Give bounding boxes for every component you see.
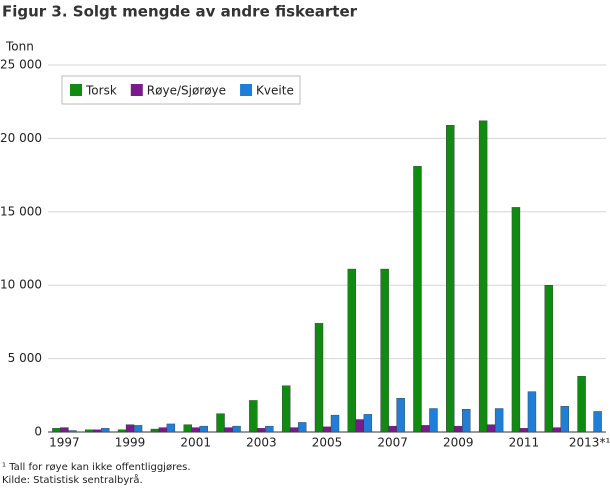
bar: [421, 425, 430, 433]
x-tick-label: 2007: [377, 436, 408, 450]
bar: [413, 166, 422, 433]
bar: [363, 414, 373, 433]
y-tick-label: 25 000: [0, 58, 42, 72]
chart-title: Figur 3. Solgt mengde av andre fiskearte…: [2, 3, 358, 21]
bar: [347, 268, 357, 433]
x-tick-label: 1999: [115, 436, 146, 450]
x-tick-label: 2003: [246, 436, 277, 450]
bar: [60, 427, 69, 433]
bar: [527, 391, 537, 433]
bar: [429, 408, 438, 433]
bar: [166, 423, 176, 433]
legend-label: Røye/Sjørøye: [147, 84, 226, 98]
legend-label: Kveite: [256, 84, 294, 98]
bar: [158, 427, 168, 433]
bar: [150, 428, 160, 433]
y-tick-label: 15 000: [0, 204, 42, 218]
bar: [544, 285, 553, 433]
bar: [462, 409, 471, 433]
x-tick-label: 1997: [49, 436, 80, 450]
bar: [330, 414, 340, 433]
bar: [519, 428, 529, 433]
x-tick-label: 2013*¹: [569, 436, 610, 450]
bar: [265, 425, 274, 433]
bar: [593, 411, 602, 433]
bar: [183, 424, 192, 433]
x-tick-label: 2005: [312, 436, 343, 450]
legend-box: [61, 75, 301, 105]
bar: [314, 323, 324, 433]
bar: [133, 425, 143, 433]
bar: [249, 400, 258, 433]
bar: [117, 429, 127, 433]
x-tick-label: 2001: [180, 436, 211, 450]
bar: [125, 424, 135, 433]
bar: [281, 385, 291, 433]
bar: [297, 422, 307, 433]
legend-swatch: [70, 84, 82, 96]
bar: [199, 425, 208, 433]
bar: [232, 425, 241, 433]
legend-label: Torsk: [85, 84, 117, 98]
bar: [494, 408, 504, 433]
y-tick-label: 0: [34, 425, 42, 439]
bar: [355, 419, 365, 433]
bar: [380, 268, 389, 433]
bar: [560, 406, 569, 433]
bar: [191, 427, 200, 433]
bar: [446, 124, 455, 433]
bar: [322, 426, 332, 433]
y-axis-label: Tonn: [5, 40, 34, 54]
y-tick-label: 5 000: [8, 351, 42, 365]
bar: [552, 427, 561, 433]
x-tick-label: 2011: [509, 436, 540, 450]
bar: [486, 424, 496, 433]
bar: [289, 427, 299, 433]
bar: [93, 429, 102, 433]
bar: [101, 428, 110, 433]
y-tick-label: 10 000: [0, 278, 42, 292]
bar: [216, 413, 225, 433]
x-tick-label: 2009: [443, 436, 474, 450]
bar: [478, 120, 488, 433]
bar: [68, 430, 77, 433]
y-tick-label: 20 000: [0, 131, 42, 145]
bar: [388, 425, 397, 433]
bar: [224, 427, 233, 433]
legend-swatch: [130, 84, 143, 96]
bar: [85, 429, 94, 433]
bar: [396, 398, 405, 433]
footnote: Kilde: Statistisk sentralbyrå.: [2, 473, 143, 486]
bar: [257, 428, 266, 433]
bar: [454, 425, 463, 433]
bar: [577, 376, 586, 433]
bar: [511, 207, 521, 433]
bar: [52, 428, 61, 433]
footnote: ¹ Tall for røye kan ikke offentliggjøres…: [2, 462, 191, 473]
legend-swatch: [240, 84, 253, 96]
